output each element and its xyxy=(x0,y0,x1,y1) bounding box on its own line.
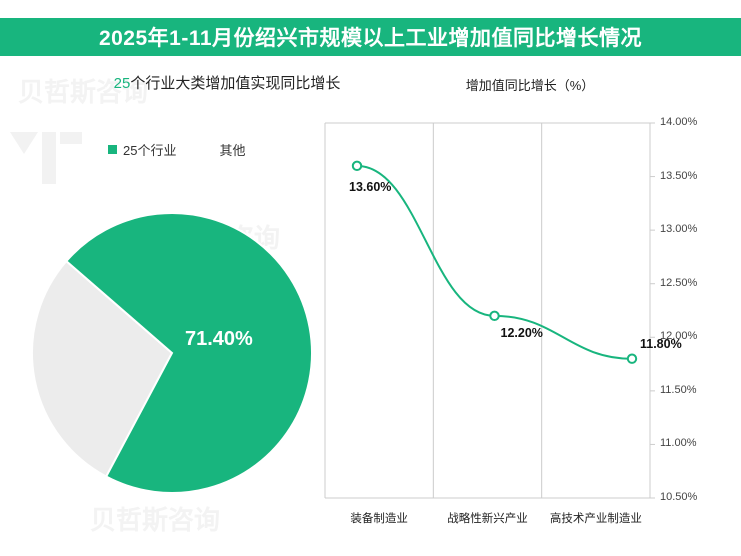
legend-item-other[interactable]: 其他 xyxy=(204,140,245,159)
data-point-label: 13.60% xyxy=(349,179,392,194)
legend-label-industries: 25个行业 xyxy=(123,143,177,158)
x-axis-tick-label: 装备制造业 xyxy=(350,513,408,525)
legend-swatch-icon xyxy=(108,145,117,154)
data-point-marker[interactable] xyxy=(626,353,638,364)
x-axis-tick-label: 高技术产业制造业 xyxy=(549,513,642,525)
legend-label-other: 其他 xyxy=(219,143,246,158)
x-axis-tick-label: 战略性新兴产业 xyxy=(447,513,528,525)
y-axis-tick-label: 12.50% xyxy=(660,276,698,289)
line-chart: 10.50% 11.00% 11.50% 12.00% 12.50% 13.00% 13.5… xyxy=(300,105,741,545)
y-axis-tick-label: 11.00% xyxy=(660,437,697,450)
y-axis-tick-label: 13.00% xyxy=(660,223,698,236)
pie-chart xyxy=(7,208,337,498)
watermark-logo-icon xyxy=(10,132,82,184)
y-axis-tick-label: 12.00% xyxy=(660,330,698,343)
pie-slice-industries[interactable] xyxy=(64,212,313,494)
legend-item-industries[interactable]: 25个行业 xyxy=(108,140,176,159)
data-point-marker[interactable] xyxy=(351,160,363,172)
chart-title-bar: 2025年1-11月份绍兴市规模以上工业增加值同比增长情况 xyxy=(0,18,741,56)
pie-legend: 25个行业 其他 xyxy=(108,140,245,159)
y-axis-tick-label: 11.50% xyxy=(660,383,697,396)
data-point-label: 11.80% xyxy=(640,336,682,351)
data-point-label: 12.20% xyxy=(500,325,543,340)
watermark-text-3: 贝哲斯咨询 xyxy=(90,505,221,535)
pie-value-label: 71.40% xyxy=(185,328,253,350)
pie-subtitle: 25个行业大类增加值实现同比增长 xyxy=(57,72,397,93)
page-title: 2025年1-11月份绍兴市规模以上工业增加值同比增长情况 xyxy=(98,27,643,50)
legend-swatch-icon xyxy=(204,145,214,154)
y-axis-tick-label: 13.50% xyxy=(660,169,698,182)
pie-subtitle-highlight: 25 xyxy=(113,75,131,92)
pie-slice-other[interactable] xyxy=(31,259,174,478)
line-subtitle: 增加值同比增长（%） xyxy=(465,78,595,93)
pie-subtitle-rest: 个行业大类增加值实现同比增长 xyxy=(130,75,341,92)
y-axis-tick-label: 10.50% xyxy=(660,491,698,503)
y-axis-tick-label: 14.00% xyxy=(660,116,698,128)
data-point-marker[interactable] xyxy=(489,310,500,322)
